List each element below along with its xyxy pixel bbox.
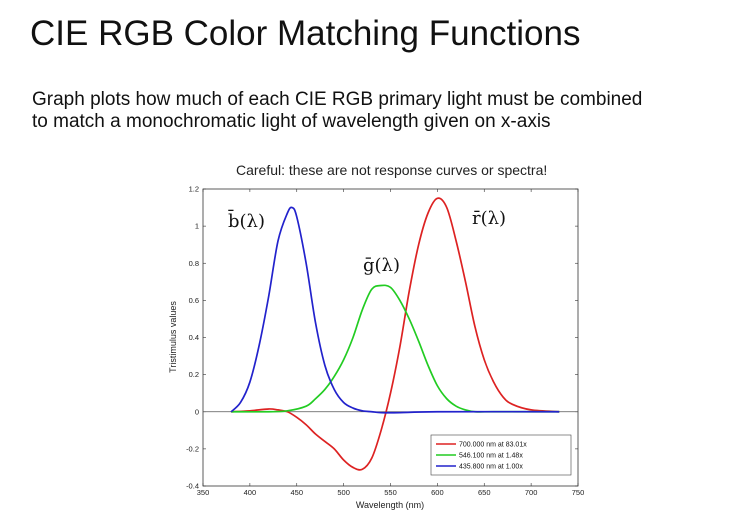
legend-entry: 700.000 nm at 83.01x xyxy=(459,441,527,448)
x-tick-label: 400 xyxy=(244,488,257,497)
y-tick-label: -0.2 xyxy=(186,444,199,453)
y-axis-title: Tristimulus values xyxy=(168,301,178,373)
slide-description: Graph plots how much of each CIE RGB pri… xyxy=(32,89,732,134)
y-tick-label: 0.8 xyxy=(189,259,199,268)
x-tick-label: 700 xyxy=(525,488,538,497)
label-g-bar: ḡ(λ) xyxy=(363,255,400,276)
slide-description-line-2: to match a monochromatic light of wavele… xyxy=(32,111,551,133)
x-tick-label: 500 xyxy=(337,488,350,497)
x-tick-label: 650 xyxy=(478,488,491,497)
y-tick-label: -0.4 xyxy=(186,482,199,491)
x-tick-label: 750 xyxy=(572,488,585,497)
axis-ticks: 350 400 450 500 550 600 650 700 750 -0.4 -0.2 0 0.2 0… xyxy=(186,185,584,498)
y-tick-label: 1.2 xyxy=(189,185,199,194)
y-tick-label: 0.2 xyxy=(189,370,199,379)
legend-entry: 546.100 nm at 1.48x xyxy=(459,452,523,459)
curve-g xyxy=(231,284,560,413)
chart-title: Careful: these are not response curves o… xyxy=(236,162,548,178)
label-b-bar: b̄(λ) xyxy=(227,208,265,232)
y-tick-label: 0 xyxy=(195,407,199,416)
slide-description-line-1: Graph plots how much of each CIE RGB pri… xyxy=(32,89,643,110)
x-tick-label: 350 xyxy=(197,488,210,497)
curves xyxy=(230,197,560,471)
slide-title: CIE RGB Color Matching Functions xyxy=(30,14,581,53)
y-tick-label: 1 xyxy=(195,222,199,231)
y-tick-label: 0.4 xyxy=(189,333,199,342)
x-axis-title: Wavelength (nm) xyxy=(356,500,424,510)
legend: 700.000 nm at 83.01x 546.100 nm at 1.48x 4… xyxy=(430,434,572,476)
x-tick-label: 450 xyxy=(290,488,303,497)
curve-b xyxy=(230,206,560,414)
legend-entry: 435.800 nm at 1.00x xyxy=(459,463,523,470)
curve-r xyxy=(231,197,560,471)
x-tick-label: 550 xyxy=(384,488,397,497)
y-tick-label: 0.6 xyxy=(189,296,199,305)
label-r-bar: r̄(λ) xyxy=(472,208,506,229)
x-tick-label: 600 xyxy=(431,488,444,497)
